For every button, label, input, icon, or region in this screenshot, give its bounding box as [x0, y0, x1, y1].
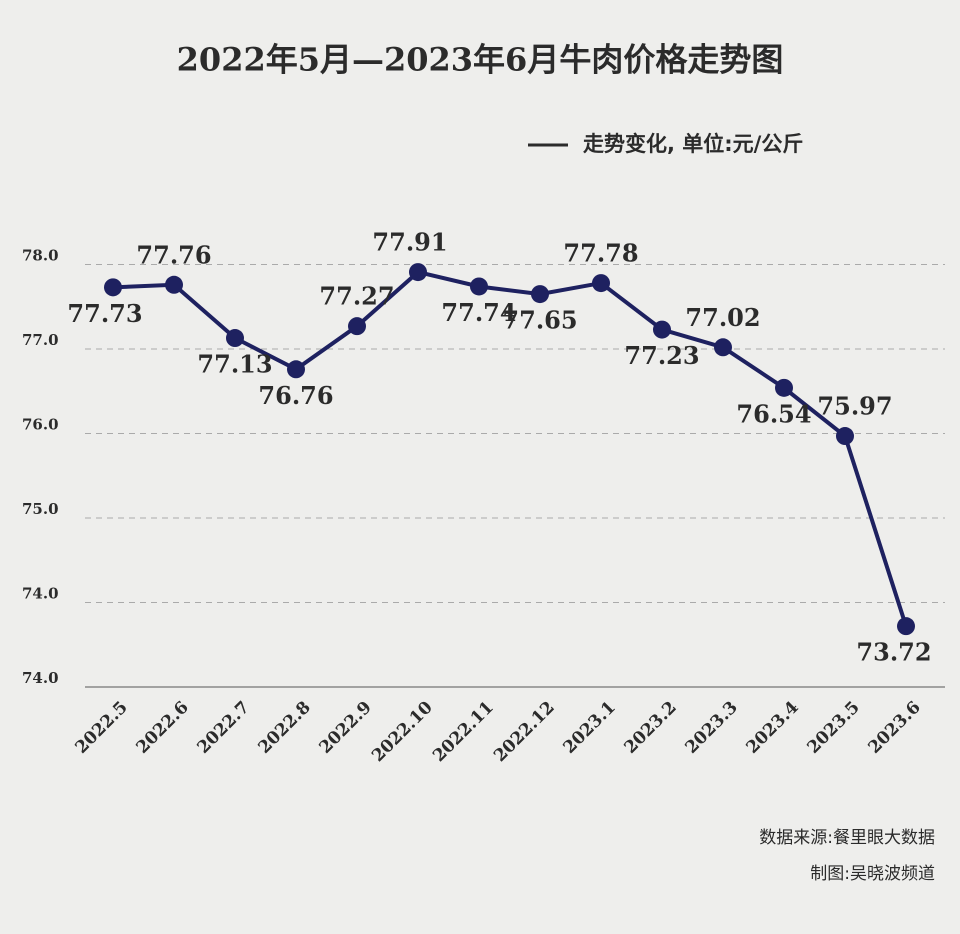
legend-label: 走势变化, 单位:元/公斤 — [583, 132, 803, 156]
data-point — [775, 378, 793, 397]
y-tick-label: 74.0 — [22, 585, 59, 603]
source-note: 数据来源:餐里眼大数据 — [759, 828, 935, 848]
data-label: 77.78 — [563, 239, 638, 268]
data-label: 76.76 — [258, 381, 333, 410]
data-point — [531, 285, 549, 304]
y-tick-label: 76.0 — [22, 416, 59, 434]
data-label: 77.02 — [685, 303, 760, 332]
data-point — [897, 617, 915, 636]
data-label: 75.97 — [817, 392, 892, 421]
data-point — [104, 278, 122, 297]
data-label: 77.65 — [502, 306, 577, 335]
data-label: 77.27 — [319, 282, 394, 311]
data-point — [287, 360, 305, 379]
data-label: 73.72 — [856, 638, 931, 667]
data-point — [836, 427, 854, 446]
data-line — [112, 269, 908, 627]
data-label: 76.54 — [736, 399, 811, 428]
data-point — [409, 263, 427, 282]
y-tick-label: 77.0 — [22, 331, 59, 349]
data-point — [653, 320, 671, 339]
data-label: 77.13 — [197, 350, 272, 379]
y-tick-label: 74.0 — [22, 669, 59, 687]
data-point — [348, 317, 366, 336]
data-point — [714, 338, 732, 357]
data-label: 77.73 — [67, 299, 142, 328]
y-tick-label: 75.0 — [22, 500, 59, 518]
data-point — [470, 277, 488, 296]
data-label: 77.91 — [372, 228, 447, 257]
data-label: 77.74 — [441, 298, 516, 327]
y-tick-label: 78.0 — [22, 247, 59, 265]
data-label: 77.76 — [136, 240, 211, 269]
data-point — [226, 329, 244, 348]
data-point — [592, 274, 610, 293]
data-label: 77.23 — [624, 341, 699, 370]
data-point — [165, 275, 183, 294]
chart-title: 2022年5月—2023年6月牛肉价格走势图 — [177, 41, 784, 79]
credit-note: 制图:吴晓波频道 — [810, 864, 935, 884]
